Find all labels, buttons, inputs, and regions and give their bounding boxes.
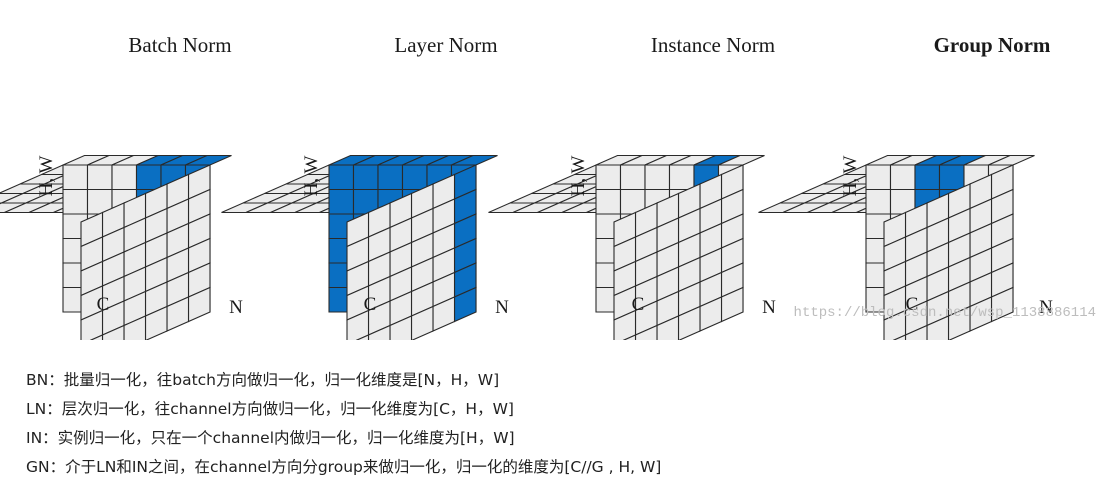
cube-front-cell <box>62 164 89 191</box>
cube-front-cell <box>135 164 162 191</box>
cube-side-cell <box>80 309 104 340</box>
cube-side-cell <box>904 324 928 340</box>
cube-side-cell <box>89 334 104 340</box>
c-axis-label: C <box>364 294 377 315</box>
n-axis-label: N <box>1039 297 1053 318</box>
caption-list: BN：批量归一化，往batch方向做归一化，归一化维度是[N，H，W] LN：层… <box>26 366 661 482</box>
cube-front-cell <box>328 164 355 191</box>
cube-front-cell <box>668 164 695 191</box>
cube-side-cell <box>634 324 658 340</box>
cube-side-cell <box>410 305 434 340</box>
cube-front-cell <box>865 164 892 191</box>
cube-side-cell <box>892 334 907 340</box>
panel-batch-norm: Batch Norm H, W C N <box>0 33 243 340</box>
cube-front-cell <box>619 164 646 191</box>
caption-gn: GN：介于LN和IN之间，在channel方向分group来做归一化，归一化的维… <box>26 458 662 476</box>
n-axis-label: N <box>229 297 243 318</box>
cube-side-cell <box>355 334 370 340</box>
cube-front-cell <box>889 164 916 191</box>
n-axis-label: N <box>762 297 776 318</box>
cube-front-cell <box>377 164 404 191</box>
cube-front-cell <box>62 188 89 215</box>
cube-side-cell <box>389 315 413 340</box>
panel-group-norm: Group Norm H, W C N <box>758 33 1053 340</box>
cube-instance-norm <box>488 154 765 340</box>
cube-side-cell <box>947 305 971 340</box>
normalization-figure: Batch Norm H, W C N Layer Norm H, W C N … <box>0 33 1096 340</box>
cube-side-cell <box>677 305 701 340</box>
watermark: https://blog.csdn.net/wsp_1138886114 <box>794 305 1096 321</box>
cube-front-cell <box>595 188 622 215</box>
caption-bn: BN：批量归一化，往batch方向做归一化，归一化维度是[N，H，W] <box>26 371 500 389</box>
cube-front-cell <box>111 164 138 191</box>
hw-axis-label: H, W <box>568 156 589 197</box>
panel-instance-norm: Instance Norm H, W C N <box>488 33 776 340</box>
cube-side-cell <box>346 309 370 340</box>
cube-batch-norm <box>0 154 232 340</box>
cube-side-cell <box>613 309 637 340</box>
c-axis-label: C <box>906 294 919 315</box>
cube-front-cell <box>595 164 622 191</box>
panel-title: Group Norm <box>934 33 1051 57</box>
cube-layer-norm <box>221 154 498 340</box>
cube-side-cell <box>123 315 147 340</box>
hw-axis-label: H, W <box>840 156 861 197</box>
cube-front-cell <box>938 164 965 191</box>
cube-side-cell <box>622 334 637 340</box>
caption-ln: LN：层次归一化，往channel方向做归一化，归一化维度为[C，H，W] <box>26 400 514 418</box>
panel-title: Layer Norm <box>394 33 497 57</box>
cube-front-cell <box>401 164 428 191</box>
cube-group-norm <box>758 154 1035 340</box>
cube-side-cell <box>926 315 950 340</box>
hw-axis-label: H, W <box>36 156 57 197</box>
cube-front-cell <box>865 188 892 215</box>
panel-title: Batch Norm <box>128 33 231 57</box>
cube-side-cell <box>656 315 680 340</box>
panel-title: Instance Norm <box>651 33 775 57</box>
cube-side-cell <box>883 309 907 340</box>
cube-front-cell <box>352 164 379 191</box>
cube-side-cell <box>367 324 391 340</box>
c-axis-label: C <box>97 294 110 315</box>
hw-axis-label: H, W <box>301 156 322 197</box>
caption-in: IN：实例归一化，只在一个channel内做归一化，归一化维度为[H，W] <box>26 429 515 447</box>
cube-side-cell <box>101 324 125 340</box>
c-axis-label: C <box>632 294 645 315</box>
cube-front-cell <box>328 188 355 215</box>
cube-side-cell <box>144 305 168 340</box>
cube-front-cell <box>644 164 671 191</box>
n-axis-label: N <box>495 297 509 318</box>
cube-front-cell <box>86 164 113 191</box>
panel-layer-norm: Layer Norm H, W C N <box>221 33 509 340</box>
cube-front-cell <box>914 164 941 191</box>
